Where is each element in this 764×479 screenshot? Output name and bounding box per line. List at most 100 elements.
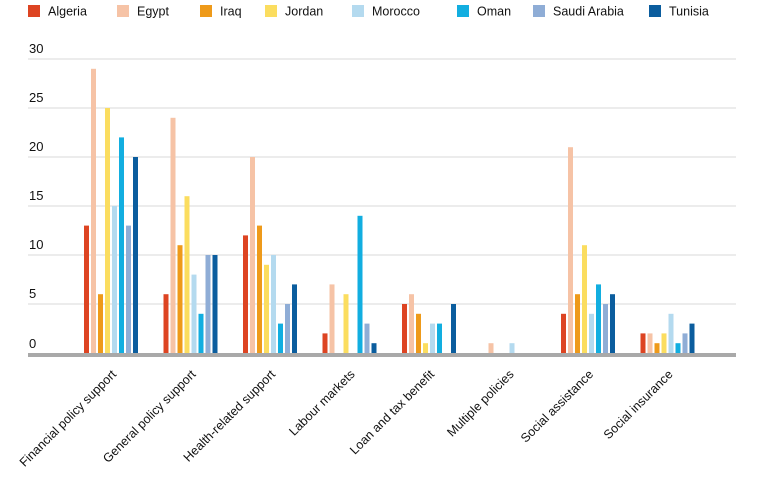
bar	[416, 313, 421, 353]
bar	[257, 225, 262, 353]
x-tick-label: Loan and tax benefit	[347, 367, 437, 457]
bar	[112, 206, 117, 353]
legend-item: Saudi Arabia	[533, 5, 624, 19]
bar	[603, 304, 608, 353]
bar	[184, 196, 190, 353]
bar	[357, 215, 363, 353]
y-tick-label: 15	[29, 188, 43, 203]
x-tick-label: Social insurance	[601, 367, 676, 442]
bar	[292, 284, 297, 353]
bar	[596, 284, 601, 353]
legend-swatch	[457, 5, 469, 17]
bar	[423, 343, 428, 353]
legend-swatch	[533, 5, 545, 17]
bar	[119, 137, 124, 353]
bar-group	[640, 313, 695, 353]
bar	[271, 255, 276, 353]
bar	[285, 304, 290, 353]
bar	[91, 68, 96, 354]
bar	[191, 274, 197, 353]
bar	[170, 117, 176, 353]
bar	[364, 323, 370, 353]
bar	[689, 323, 695, 353]
y-tick-label: 0	[29, 336, 36, 351]
bar	[205, 255, 211, 353]
bar	[98, 294, 103, 353]
legend-swatch	[200, 5, 212, 17]
x-tick-label: Multiple policies	[444, 367, 516, 439]
legend-swatch	[28, 5, 40, 17]
legend-swatch	[649, 5, 661, 17]
legend-item: Algeria	[28, 5, 87, 19]
bar-group	[322, 215, 377, 353]
bar	[647, 333, 653, 353]
bar	[675, 343, 681, 353]
bar-group	[163, 117, 218, 353]
legend-label: Oman	[477, 5, 511, 19]
bar	[451, 304, 456, 353]
bar	[212, 255, 218, 353]
y-tick-label: 20	[29, 139, 43, 154]
legend-swatch	[117, 5, 129, 17]
bar	[430, 323, 435, 353]
bar	[654, 343, 660, 353]
bar	[437, 323, 442, 353]
x-tick-label: Social assistance	[518, 367, 596, 445]
legend-label: Jordan	[285, 5, 323, 19]
bar	[661, 333, 667, 353]
bar	[575, 294, 580, 353]
legend-label: Egypt	[137, 5, 169, 19]
bar-group	[84, 68, 138, 354]
bar	[250, 157, 255, 353]
bar	[177, 245, 183, 353]
bar	[243, 235, 248, 353]
bar	[343, 294, 349, 353]
legend-label: Algeria	[48, 5, 87, 19]
y-axis-ticks: 0 5 10 15 20 25 30	[29, 41, 43, 351]
bar-group	[402, 294, 456, 353]
x-tick-label: Health-related support	[181, 367, 279, 465]
y-tick-label: 25	[29, 90, 43, 105]
legend-item: Egypt	[117, 5, 169, 19]
y-tick-label: 10	[29, 237, 43, 252]
y-tick-label: 30	[29, 41, 43, 56]
bars	[84, 68, 695, 354]
bar-group	[488, 343, 515, 353]
legend-swatch	[265, 5, 277, 17]
bar	[561, 313, 566, 353]
bar	[668, 313, 674, 353]
bar	[640, 333, 646, 353]
bar	[509, 343, 515, 353]
bar	[409, 294, 414, 353]
legend-label: Iraq	[220, 5, 242, 19]
legend-label: Tunisia	[669, 5, 709, 19]
bar	[264, 264, 269, 353]
bar	[126, 225, 131, 353]
legend: Algeria Egypt Iraq Jordan Morocco Oman Saudi A…	[28, 5, 709, 19]
legend-label: Saudi Arabia	[553, 5, 624, 19]
legend-item: Tunisia	[649, 5, 709, 19]
bar-group	[243, 157, 297, 353]
legend-item: Iraq	[200, 5, 242, 19]
bar	[105, 108, 110, 353]
bar	[568, 147, 573, 353]
bar	[589, 313, 594, 353]
bar	[322, 333, 328, 353]
x-tick-label: Labour markets	[286, 367, 357, 438]
bar	[84, 225, 89, 353]
legend-label: Morocco	[372, 5, 420, 19]
bar	[371, 343, 377, 353]
gridlines	[28, 58, 736, 305]
bar	[278, 323, 283, 353]
bar	[682, 333, 688, 353]
bar	[163, 294, 169, 353]
bar	[582, 245, 587, 353]
bar	[133, 157, 138, 353]
bar	[610, 294, 615, 353]
y-tick-label: 5	[29, 286, 36, 301]
bar-group	[561, 147, 615, 353]
legend-item: Oman	[457, 5, 511, 19]
bar	[488, 343, 494, 353]
